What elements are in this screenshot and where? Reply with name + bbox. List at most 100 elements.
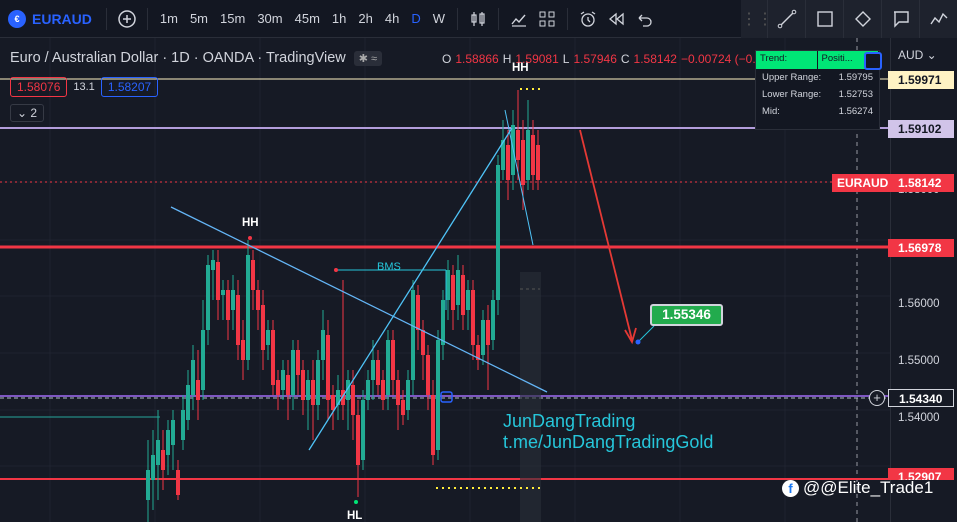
rectangle-tool[interactable] [805, 0, 843, 38]
path-tool[interactable] [919, 0, 957, 38]
candle-body [276, 380, 280, 395]
target-dot [635, 339, 641, 345]
alert-button[interactable] [574, 5, 602, 33]
price-axis[interactable] [890, 38, 957, 522]
plus-circle-icon [118, 9, 136, 28]
upper-range-label: Upper Range: [762, 72, 822, 83]
candle-body [196, 380, 200, 400]
compare-symbol-button[interactable] [113, 5, 141, 33]
symbol-price-tag: EURAUD [832, 174, 894, 192]
candle-body [421, 330, 425, 355]
candle-body [381, 380, 385, 400]
legend-settings-icon[interactable]: ✱ ≈ [353, 50, 383, 66]
candle-body [256, 290, 260, 310]
projection-zone [520, 272, 541, 522]
candle-body [356, 415, 360, 465]
candles-icon [471, 11, 485, 26]
divider [105, 7, 107, 30]
facebook-icon: f [782, 479, 799, 497]
candle-body [201, 330, 205, 390]
target-price-label[interactable]: 1.55346 [650, 304, 723, 326]
candle-body [311, 380, 315, 405]
hl-label: HL [347, 510, 363, 522]
watermark-line2: t.me/JunDangTradingGold [503, 432, 714, 452]
interval-30m[interactable]: 30m [257, 11, 283, 26]
interval-2h[interactable]: 2h [358, 11, 373, 26]
undo-button[interactable] [630, 5, 658, 33]
candle-body [281, 370, 285, 390]
candle-body [476, 345, 480, 360]
candle-body [401, 400, 405, 415]
candle-body [251, 260, 255, 290]
candle-body [456, 270, 460, 305]
crosshair-marker [440, 391, 453, 403]
candle-style-button[interactable] [464, 5, 492, 33]
candle-body [531, 135, 535, 175]
undo-icon [638, 14, 652, 27]
add-alert-plus-icon[interactable]: + [869, 390, 885, 406]
symbol-search[interactable]: € EURAUD [0, 0, 100, 37]
object-tree-toggle[interactable] [864, 52, 882, 70]
callout-tool[interactable] [881, 0, 919, 38]
top-toolbar: € EURAUD 1m 5m 15m 30m 45m 1h 2h 4h D W … [0, 0, 957, 38]
interval-4h[interactable]: 4h [384, 11, 400, 26]
indicators-button[interactable] [505, 5, 533, 33]
candle-body [181, 410, 185, 440]
wave-icon [929, 12, 947, 25]
candle-body [486, 320, 490, 345]
candle-body [426, 355, 430, 395]
interval-5m[interactable]: 5m [189, 11, 209, 26]
candle-body [286, 375, 290, 395]
candle-body [231, 290, 235, 310]
symbol-name[interactable]: EURAUD [32, 10, 92, 27]
candle-body [271, 330, 275, 385]
candle-body [391, 340, 395, 380]
candle-body [266, 330, 270, 345]
indicators-icon [511, 14, 526, 27]
candle-body [396, 380, 400, 405]
chart-legend: Euro / Australian Dollar · 1D · OANDA · … [10, 50, 383, 66]
replay-button[interactable] [602, 5, 630, 33]
templates-button[interactable] [533, 5, 561, 33]
chart-title[interactable]: Euro / Australian Dollar · 1D · OANDA · … [10, 50, 346, 66]
interval-1m[interactable]: 1m [159, 11, 178, 26]
sell-button[interactable]: 1.58076 [10, 77, 68, 97]
credit-text: @@Elite_Trade1 [803, 478, 934, 497]
wedge-line [504, 109, 534, 246]
price-tag-crosshair: 1.54340 [888, 389, 954, 407]
watermark: JunDangTrading t.me/JunDangTradingGold [503, 411, 713, 453]
price-tag-last: 1.58142 [888, 174, 954, 192]
buy-button[interactable]: 1.58207 [100, 77, 159, 97]
axis-tick: 1.54000 [898, 412, 940, 424]
interval-15m[interactable]: 15m [220, 11, 246, 26]
collapse-indicators-button[interactable]: ⌄ 2 [10, 104, 45, 122]
candle-body [341, 390, 345, 405]
ellipse-tool[interactable] [843, 0, 881, 38]
alarm-clock-icon [580, 10, 596, 27]
interval-45m[interactable]: 45m [294, 11, 320, 26]
candle-body [326, 335, 330, 400]
spread-value: 13.1 [73, 81, 95, 93]
candle-body [496, 165, 500, 300]
low-label: L [562, 52, 570, 66]
candle-body [461, 275, 465, 315]
interval-d[interactable]: D [411, 11, 421, 26]
candle-body [436, 340, 440, 450]
lower-range-value: 1.52753 [838, 89, 873, 100]
price-tag-upper: 1.59971 [888, 71, 954, 89]
close-label: C [620, 52, 630, 66]
interval-w[interactable]: W [432, 11, 445, 26]
candle-body [536, 145, 540, 180]
candle-body [306, 380, 310, 400]
candle-body [361, 400, 365, 460]
euraud-flag-icon: € [8, 9, 26, 28]
drag-handle-icon[interactable]: ⋮⋮ [741, 11, 773, 28]
hh-left-label: HH [242, 217, 259, 229]
interval-1h[interactable]: 1h [331, 11, 347, 26]
candle-body [491, 300, 495, 340]
axis-tick: 1.55000 [898, 355, 940, 367]
candle-body [331, 395, 335, 410]
trendline-tool[interactable] [767, 0, 805, 38]
currency-selector[interactable]: AUD ⌄ [898, 48, 937, 62]
candle-body [166, 430, 170, 455]
